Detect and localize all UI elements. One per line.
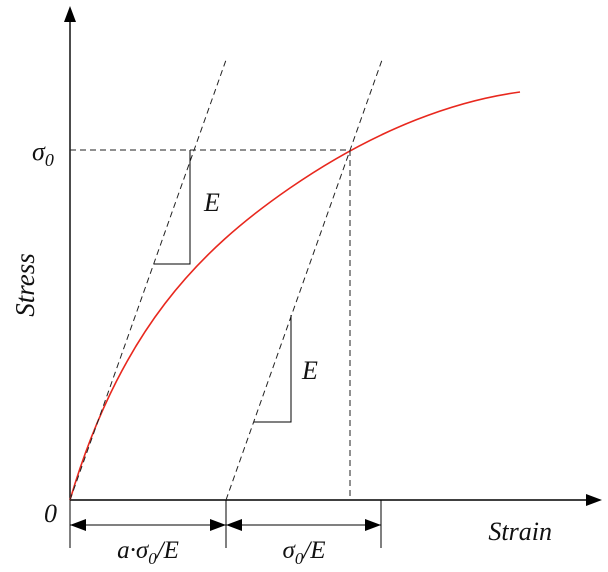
slope-label-lower: E <box>301 356 318 385</box>
sigma0-label: σ0 <box>32 137 54 170</box>
dimension-arrowhead-right-end <box>365 519 381 531</box>
x-axis-label: Strain <box>488 517 552 546</box>
x-axis-arrowhead <box>586 494 602 506</box>
y-axis-label: Stress <box>10 253 40 317</box>
unloading-elastic-line <box>225 59 383 501</box>
slope-triangle-lower <box>254 315 292 423</box>
dimension-arrowhead-right-start <box>226 519 242 531</box>
y-axis-arrowhead <box>64 6 76 22</box>
origin-label: 0 <box>44 499 57 528</box>
sigma0-symbol: σ <box>32 137 46 166</box>
dimension-left-subscript: 0 <box>148 549 157 568</box>
dimension-label-right: σ0/E <box>282 537 325 568</box>
dimension-right-subscript: 0 <box>295 549 304 568</box>
slope-label-upper: E <box>203 188 220 217</box>
dimension-left-suffix: /E <box>155 537 179 564</box>
dimension-left-prefix: a·σ <box>117 537 150 564</box>
slope-triangle-upper <box>154 150 191 265</box>
stress-strain-curve <box>69 91 521 501</box>
sigma0-subscript: 0 <box>45 150 54 170</box>
dimension-label-left: a·σ0/E <box>117 537 179 568</box>
dimension-right-prefix: σ <box>282 537 296 564</box>
initial-elastic-line <box>69 59 227 501</box>
dimension-arrowhead-left-end <box>210 519 226 531</box>
dimension-right-suffix: /E <box>301 537 325 564</box>
dimension-arrowhead-left-start <box>70 519 86 531</box>
